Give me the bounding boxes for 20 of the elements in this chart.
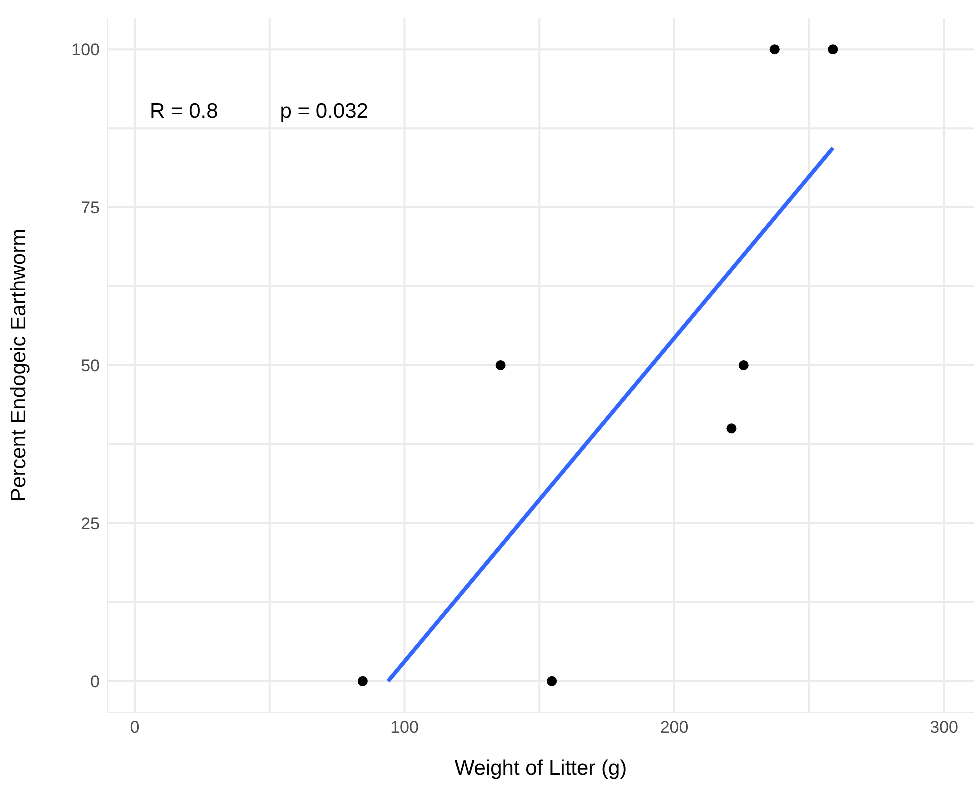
y-tick-label: 75 xyxy=(81,198,100,218)
point xyxy=(358,676,368,686)
x-axis-title: Weight of Litter (g) xyxy=(454,757,628,780)
x-tick-label: 200 xyxy=(660,718,689,738)
point xyxy=(496,360,506,370)
point xyxy=(828,44,838,55)
y-tick-label: 100 xyxy=(72,40,100,60)
y-tick-label: 50 xyxy=(81,356,100,376)
point xyxy=(770,44,780,55)
y-axis-title: Percent Endogeic Earthworm xyxy=(7,228,30,502)
point xyxy=(738,360,749,370)
annotation: p = 0.032 xyxy=(280,100,368,124)
x-tick-label: 100 xyxy=(390,718,419,738)
y-tick-label: 0 xyxy=(90,672,100,692)
point xyxy=(547,676,558,686)
x-tick-label: 300 xyxy=(930,718,959,738)
y-tick-label: 25 xyxy=(81,514,100,534)
x-tick-label: 0 xyxy=(130,718,140,738)
annotation: R = 0.8 xyxy=(150,100,218,124)
point xyxy=(726,424,737,434)
